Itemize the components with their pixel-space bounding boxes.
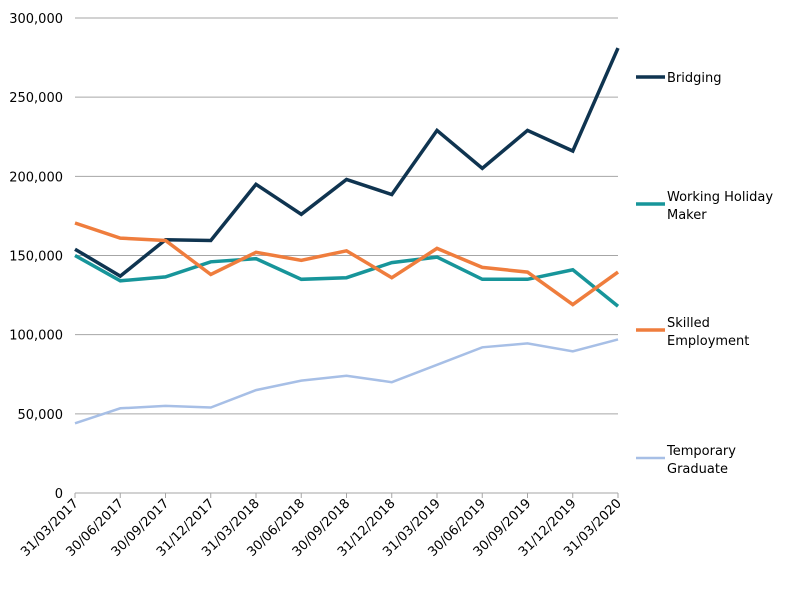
- legend-item: Skilled Employment: [636, 316, 749, 349]
- series-lines: [74, 47, 620, 425]
- gridlines: [75, 17, 618, 415]
- y-tick-label: 300,000: [9, 12, 63, 27]
- axes: [74, 492, 619, 498]
- series-line-temporary-graduate: [74, 338, 619, 425]
- y-tick-label: 200,000: [9, 170, 63, 185]
- series-line-working-holiday-maker: [74, 253, 620, 308]
- y-tick-label: 100,000: [9, 329, 63, 344]
- y-axis-tick-labels: 0 50,000 100,000 150,000 200,000 250,000 300,0…: [9, 12, 63, 502]
- series-line-skilled-employment: [74, 221, 620, 307]
- legend-item: Bridging: [636, 71, 721, 86]
- y-tick-label: 150,000: [9, 250, 63, 265]
- legend-item: Temporary Graduate: [636, 444, 736, 477]
- legend-item: Working Holiday Maker: [636, 190, 773, 223]
- legend-label: Employment: [667, 334, 749, 349]
- y-tick-label: 250,000: [9, 91, 63, 106]
- legend-label: Graduate: [667, 462, 728, 477]
- x-axis-tick-labels: 31/03/201730/06/201730/09/201731/12/2017…: [18, 496, 625, 560]
- y-tick-label: 50,000: [18, 408, 64, 423]
- legend-label: Skilled: [667, 316, 710, 331]
- y-tick-label: 0: [55, 487, 63, 502]
- series-line-bridging: [74, 47, 620, 279]
- legend-label: Maker: [667, 208, 707, 223]
- legend-label: Working Holiday: [667, 190, 773, 205]
- legend-label: Bridging: [667, 71, 721, 86]
- legend: Bridging Working Holiday Maker Skilled Emplo…: [636, 71, 773, 477]
- legend-label: Temporary: [666, 444, 736, 459]
